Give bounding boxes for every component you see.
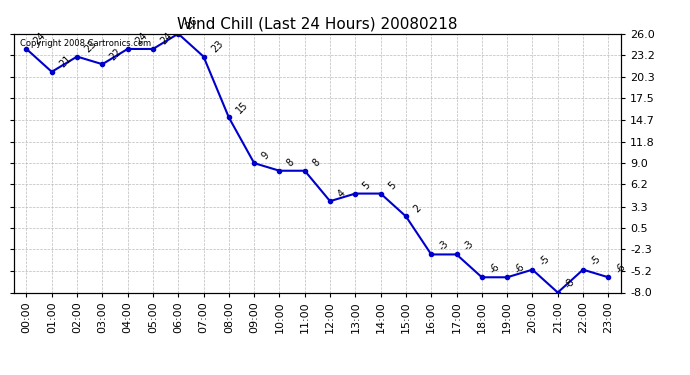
- Text: 4: 4: [335, 188, 347, 199]
- Text: 24: 24: [32, 31, 48, 47]
- Text: 15: 15: [235, 99, 250, 115]
- Text: 5: 5: [361, 180, 373, 191]
- Text: 22: 22: [108, 46, 124, 62]
- Text: -3: -3: [462, 238, 476, 252]
- Text: Copyright 2008 Cartronics.com: Copyright 2008 Cartronics.com: [20, 39, 151, 48]
- Text: 24: 24: [159, 31, 175, 47]
- Text: -5: -5: [589, 254, 602, 267]
- Text: 23: 23: [209, 39, 225, 54]
- Text: 9: 9: [259, 150, 271, 161]
- Text: -6: -6: [487, 261, 501, 275]
- Text: 21: 21: [57, 54, 73, 70]
- Text: 24: 24: [133, 31, 149, 47]
- Text: -8: -8: [563, 276, 577, 290]
- Text: 23: 23: [83, 39, 99, 54]
- Text: 2: 2: [411, 203, 423, 214]
- Text: 26: 26: [184, 16, 199, 32]
- Text: 5: 5: [386, 180, 397, 191]
- Text: -5: -5: [538, 254, 552, 267]
- Text: 8: 8: [285, 157, 297, 169]
- Text: 8: 8: [310, 157, 322, 169]
- Text: -3: -3: [437, 238, 451, 252]
- Text: -6: -6: [614, 261, 628, 275]
- Title: Wind Chill (Last 24 Hours) 20080218: Wind Chill (Last 24 Hours) 20080218: [177, 16, 457, 31]
- Text: -6: -6: [513, 261, 526, 275]
